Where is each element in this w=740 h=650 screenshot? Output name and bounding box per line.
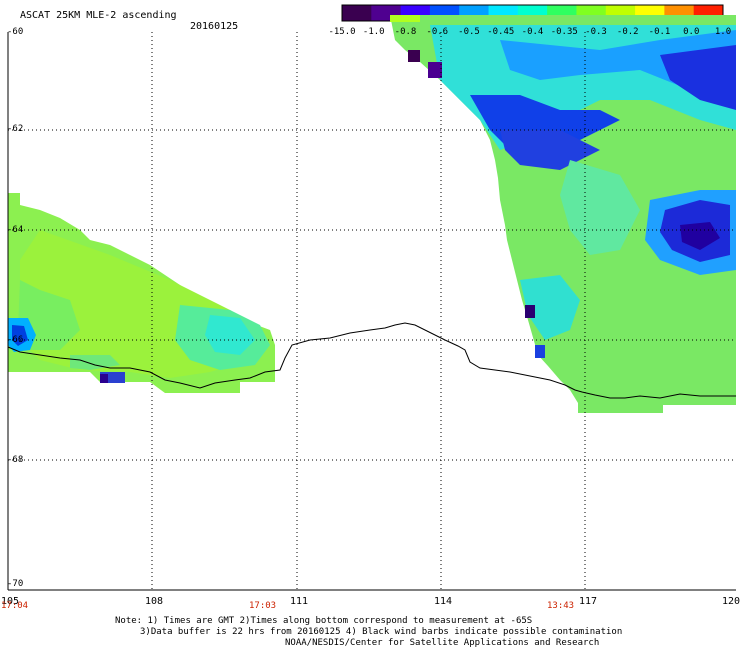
colorbar-label: 1.0: [714, 27, 732, 37]
y-tick: -66: [7, 335, 24, 345]
y-tick: -70: [7, 579, 24, 589]
time-label: 17:04: [1, 601, 29, 611]
colorbar-label: -0.2: [616, 27, 639, 37]
colorbar-label: -0.3: [585, 27, 607, 37]
colorbar-swatch: [342, 5, 372, 21]
y-tick: -64: [7, 225, 24, 235]
colorbar-label: -0.5: [458, 27, 480, 37]
x-tick: 105: [1, 596, 20, 607]
colorbar-label: -15.0: [328, 27, 356, 37]
map-date: 20160125: [190, 21, 239, 32]
y-tick: -68: [7, 455, 24, 465]
x-tick: 114: [434, 596, 453, 607]
y-tick: -62: [7, 124, 24, 134]
colorbar-label: -0.45: [487, 27, 515, 37]
x-tick: 120: [722, 596, 740, 607]
time-label: 13:43: [547, 601, 575, 611]
colorbar-label: -0.6: [426, 27, 449, 37]
colorbar-label: -0.1: [648, 27, 671, 37]
swath-right: [390, 15, 736, 413]
frame: [7, 32, 736, 591]
time-label: 17:03: [249, 601, 277, 611]
colorbar-label: -0.4: [521, 27, 544, 37]
colorbar-label: 0.0: [683, 27, 700, 37]
swath-left: [8, 193, 275, 393]
grid: [7, 32, 736, 590]
note-line-1: Note: 1) Times are GMT 2)Times along bot…: [115, 616, 533, 626]
note-line-2: 3)Data buffer is 22 hrs from 20160125 4)…: [140, 627, 623, 637]
map-title: ASCAT 25KM MLE-2 ascending: [20, 10, 177, 21]
x-tick: 111: [290, 596, 309, 607]
x-tick: 108: [145, 596, 164, 607]
coastline: [7, 322, 736, 399]
colorbar-label: -0.35: [550, 27, 578, 37]
x-tick: 117: [579, 596, 598, 607]
note-line-3: NOAA/NESDIS/Center for Satellite Applica…: [285, 638, 600, 648]
y-tick: -60: [7, 27, 24, 37]
colorbar-label: -0.8: [394, 27, 417, 37]
colorbar-label: -1.0: [362, 27, 385, 37]
